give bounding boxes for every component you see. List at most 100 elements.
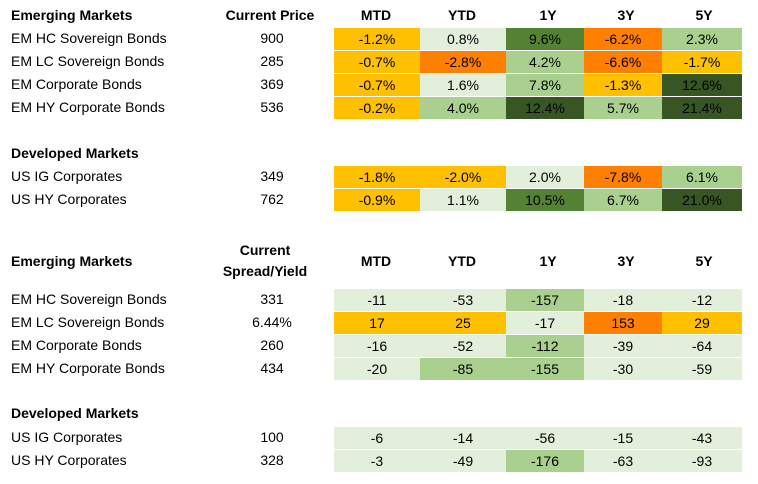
row-value: 536 [260, 99, 284, 115]
cell-ytd: -49 [420, 450, 506, 472]
cell-5y: 12.6% [662, 74, 742, 96]
cell-mtd: 17 [334, 312, 420, 334]
header-mtd: MTD [360, 7, 392, 23]
row-label: EM LC Sovereign Bonds [11, 314, 165, 330]
header-1y: 1Y [539, 253, 557, 269]
cell-mtd: -20 [334, 358, 420, 380]
cell-5y: 6.1% [662, 166, 742, 188]
cell-3y: -6.2% [584, 28, 662, 50]
cell-5y: -59 [662, 358, 742, 380]
header-5y: 5Y [695, 7, 713, 23]
section-title-emerging-markets: Emerging Markets [11, 7, 133, 23]
cell-mtd: -16 [334, 335, 420, 357]
cell-ytd: 1.6% [420, 74, 506, 96]
header-ytd: YTD [448, 253, 476, 269]
section-title-developed-markets: Developed Markets [11, 145, 139, 161]
header-current-spread-line1: Current [239, 242, 291, 258]
cell-5y: 21.0% [662, 189, 742, 211]
cell-1y: -112 [506, 335, 584, 357]
row-value: 331 [260, 291, 284, 307]
header-ytd: YTD [448, 7, 476, 23]
cell-3y: -63 [584, 450, 662, 472]
cell-ytd: 0.8% [420, 28, 506, 50]
cell-3y: -39 [584, 335, 662, 357]
header-1y: 1Y [539, 7, 557, 23]
row-value: 369 [260, 76, 284, 92]
cell-1y: -157 [506, 289, 584, 311]
cell-3y: 5.7% [584, 97, 662, 119]
cell-5y: -12 [662, 289, 742, 311]
cell-1y: 2.0% [506, 166, 584, 188]
header-mtd: MTD [360, 253, 392, 269]
row-value: 434 [260, 360, 284, 376]
cell-mtd: -0.2% [334, 97, 420, 119]
cell-1y: -176 [506, 450, 584, 472]
row-value: 900 [260, 30, 284, 46]
cell-1y: -155 [506, 358, 584, 380]
cell-ytd: -2.8% [420, 51, 506, 73]
row-label: US IG Corporates [11, 429, 123, 445]
cell-1y: 9.6% [506, 28, 584, 50]
row-value: 349 [260, 168, 284, 184]
cell-mtd: -3 [334, 450, 420, 472]
cell-1y: 7.8% [506, 74, 584, 96]
cell-3y: 153 [584, 312, 662, 334]
cell-mtd: -1.8% [334, 166, 420, 188]
row-label: US IG Corporates [11, 168, 123, 184]
cell-3y: -18 [584, 289, 662, 311]
row-label: US HY Corporates [11, 191, 127, 207]
row-label: US HY Corporates [11, 452, 127, 468]
cell-ytd: 25 [420, 312, 506, 334]
row-value: 100 [260, 429, 284, 445]
cell-ytd: -52 [420, 335, 506, 357]
row-value: 328 [260, 452, 284, 468]
cell-ytd: 4.0% [420, 97, 506, 119]
cell-mtd: -0.7% [334, 74, 420, 96]
row-label: EM Corporate Bonds [11, 337, 142, 353]
row-value: 285 [260, 53, 284, 69]
header-3y: 3Y [617, 7, 635, 23]
header-3y: 3Y [617, 253, 635, 269]
row-label: EM HC Sovereign Bonds [11, 291, 167, 307]
header-5y: 5Y [695, 253, 713, 269]
cell-ytd: -53 [420, 289, 506, 311]
cell-mtd: -0.7% [334, 51, 420, 73]
cell-mtd: -11 [334, 289, 420, 311]
header-current-spread-line2: Spread/Yield [222, 263, 308, 279]
cell-5y: -93 [662, 450, 742, 472]
row-label: EM Corporate Bonds [11, 76, 142, 92]
cell-3y: 6.7% [584, 189, 662, 211]
cell-3y: -6.6% [584, 51, 662, 73]
row-label: EM HC Sovereign Bonds [11, 30, 167, 46]
row-label: EM LC Sovereign Bonds [11, 53, 165, 69]
section-title-emerging-markets: Emerging Markets [11, 253, 133, 269]
cell-ytd: -2.0% [420, 166, 506, 188]
row-value: 260 [260, 337, 284, 353]
cell-ytd: 1.1% [420, 189, 506, 211]
cell-5y: 29 [662, 312, 742, 334]
cell-1y: -17 [506, 312, 584, 334]
cell-mtd: -0.9% [334, 189, 420, 211]
cell-3y: -1.3% [584, 74, 662, 96]
cell-5y: -43 [662, 427, 742, 449]
row-value: 762 [260, 191, 284, 207]
cell-5y: 2.3% [662, 28, 742, 50]
cell-1y: 10.5% [506, 189, 584, 211]
row-value: 6.44% [252, 314, 292, 330]
section-title-developed-markets: Developed Markets [11, 405, 139, 421]
row-label: EM HY Corporate Bonds [11, 360, 165, 376]
cell-3y: -15 [584, 427, 662, 449]
cell-5y: -1.7% [662, 51, 742, 73]
cell-ytd: -85 [420, 358, 506, 380]
cell-5y: -64 [662, 335, 742, 357]
cell-1y: 4.2% [506, 51, 584, 73]
cell-3y: -30 [584, 358, 662, 380]
row-label: EM HY Corporate Bonds [11, 99, 165, 115]
cell-5y: 21.4% [662, 97, 742, 119]
header-current-price: Current Price [225, 7, 315, 23]
cell-1y: -56 [506, 427, 584, 449]
cell-mtd: -1.2% [334, 28, 420, 50]
cell-mtd: -6 [334, 427, 420, 449]
cell-1y: 12.4% [506, 97, 584, 119]
cell-ytd: -14 [420, 427, 506, 449]
